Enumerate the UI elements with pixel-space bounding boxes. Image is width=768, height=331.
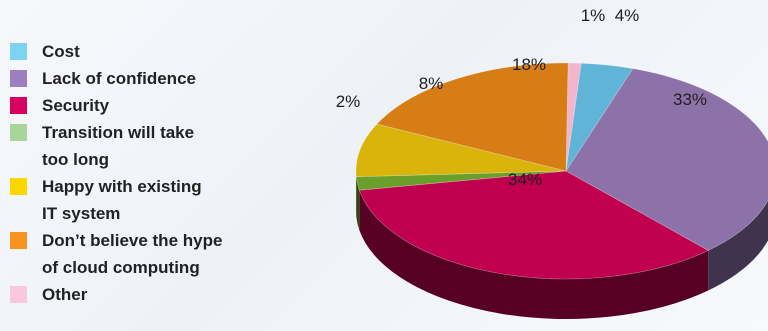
pie-slice	[376, 62, 569, 172]
legend-item: Lack of confidence	[10, 65, 300, 92]
legend-item: Security	[10, 92, 300, 119]
legend-label: Other	[42, 285, 88, 304]
pie-value-label: 8%	[419, 74, 444, 93]
legend-label: Don’t believe the hype	[42, 231, 223, 250]
legend-swatch	[10, 70, 27, 87]
pie-slice	[355, 123, 567, 178]
legend-swatch	[10, 124, 27, 141]
legend-label: Happy with existing	[42, 177, 202, 196]
pie-value-label: 4%	[615, 6, 640, 25]
legend-label: Cost	[42, 42, 80, 61]
pie-slice	[355, 170, 567, 191]
legend-label: IT system	[42, 204, 121, 223]
pie-value-label: 34%	[508, 170, 542, 189]
legend-swatch	[10, 97, 27, 114]
legend-label: too long	[42, 150, 110, 169]
legend-swatch	[10, 286, 27, 303]
legend-swatch	[10, 43, 27, 60]
pie-slice	[358, 170, 709, 280]
legend-label: Lack of confidence	[42, 69, 196, 88]
pie-slice	[565, 62, 634, 172]
legend-label: Transition will take	[42, 123, 195, 142]
chart-legend: Cost Lack of confidence Security Transition…	[10, 38, 300, 308]
pie-slice-side	[359, 190, 709, 319]
pie-value-label: 1%	[581, 6, 606, 25]
legend-item: Don’t believe the hype of cloud computing	[10, 227, 300, 281]
pie-slice-side	[708, 200, 768, 291]
legend-label: Security	[42, 96, 110, 115]
pie-value-label: 33%	[673, 90, 707, 109]
pie-slice-side	[356, 176, 360, 231]
legend-item: Cost	[10, 38, 300, 65]
legend-item: Other	[10, 281, 300, 308]
legend-label: of cloud computing	[42, 258, 200, 277]
legend-swatch	[10, 178, 27, 195]
legend-swatch	[10, 232, 27, 249]
legend-item: Happy with existing IT system	[10, 173, 300, 227]
legend-item: Transition will take too long	[10, 119, 300, 173]
pie-slice	[565, 68, 768, 251]
pie-value-label: 18%	[512, 55, 546, 74]
pie-value-label: 2%	[336, 92, 361, 111]
pie-slice	[565, 62, 582, 172]
